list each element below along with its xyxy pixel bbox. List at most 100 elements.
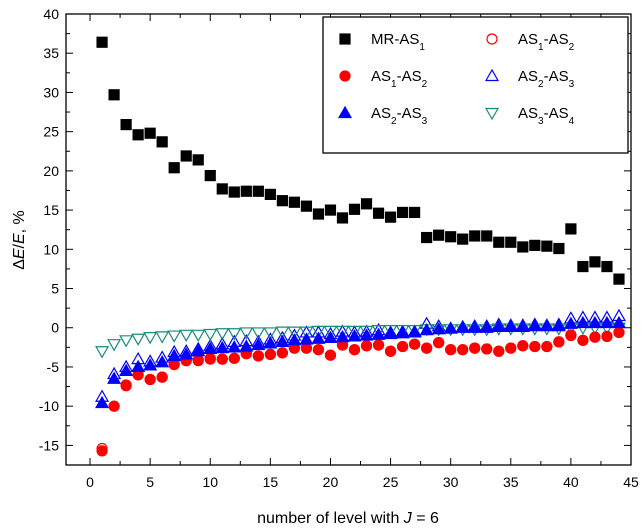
legend-label-part: AS <box>518 105 538 122</box>
data-point <box>577 260 589 273</box>
axis-title-part: Δ <box>11 259 28 270</box>
axis-title-part: J <box>403 510 413 527</box>
data-point <box>515 319 530 333</box>
data-series <box>95 36 627 457</box>
data-point <box>360 340 373 352</box>
data-point <box>263 327 278 340</box>
data-point <box>239 339 254 352</box>
data-point <box>479 320 494 333</box>
y-tick-label: 5 <box>51 281 59 297</box>
data-point <box>264 348 276 361</box>
data-point <box>275 334 290 347</box>
data-point <box>371 327 386 340</box>
data-point <box>565 223 577 235</box>
data-point <box>553 336 565 348</box>
legend-label-subscript: 3 <box>538 116 544 127</box>
data-point <box>455 320 470 333</box>
data-point <box>372 207 385 219</box>
data-point <box>275 326 290 339</box>
x-tick-label: 35 <box>503 474 519 490</box>
data-point <box>347 329 362 342</box>
legend-label: MR-AS1 <box>371 31 425 53</box>
data-point <box>481 343 493 355</box>
data-point <box>421 342 433 354</box>
data-point <box>287 333 302 346</box>
data-point <box>395 326 410 339</box>
data-point <box>156 371 168 383</box>
data-point <box>587 315 602 329</box>
data-point <box>108 400 120 412</box>
axis-title-part: number of level with <box>257 510 404 527</box>
data-point <box>469 230 481 242</box>
data-point <box>192 354 204 366</box>
data-point <box>167 330 182 343</box>
legend: MR-AS1AS1-AS2AS2-AS3AS1-AS2AS2-AS3AS3-AS… <box>322 16 629 154</box>
series-0 <box>96 36 625 285</box>
data-point <box>96 445 108 457</box>
data-point <box>168 162 180 174</box>
legend-label-part: -AS <box>544 105 569 122</box>
legend-label-part: MR-AS <box>371 31 419 48</box>
y-tick-label: -5 <box>47 359 60 375</box>
y-tick-label: 10 <box>43 241 59 257</box>
data-point <box>252 185 264 197</box>
legend-marker <box>484 107 500 121</box>
legend-label-subscript: 2 <box>538 79 544 90</box>
data-point <box>359 328 374 341</box>
legend-marker <box>484 68 500 82</box>
data-point <box>143 332 158 345</box>
data-point <box>539 318 554 332</box>
legend-label-subscript: 4 <box>569 116 575 127</box>
data-point <box>371 324 386 338</box>
legend-label-part: -AS <box>544 31 569 48</box>
series-2 <box>95 315 627 409</box>
data-point <box>541 340 553 353</box>
x-tick-label: 5 <box>146 474 154 490</box>
data-point <box>311 331 326 344</box>
y-tick-label: 25 <box>43 124 59 140</box>
data-point <box>264 188 276 200</box>
data-point <box>216 353 228 365</box>
data-point <box>155 331 170 344</box>
data-point <box>179 329 194 343</box>
legend-label-part: -AS <box>544 68 569 85</box>
x-tick-label: 40 <box>563 474 579 490</box>
data-point <box>613 273 625 285</box>
legend-label: AS2-AS3 <box>518 68 575 90</box>
data-point <box>108 89 120 101</box>
data-point <box>239 327 254 340</box>
legend-label-part: AS <box>518 31 538 48</box>
data-point <box>469 342 481 354</box>
data-point <box>409 338 421 350</box>
legend-box <box>322 16 629 154</box>
legend-marker <box>337 105 353 119</box>
data-point <box>433 337 445 349</box>
data-point <box>311 325 326 339</box>
legend-label-subscript: 2 <box>422 79 428 90</box>
legend-label-part: -AS <box>397 68 422 85</box>
data-point <box>383 324 398 338</box>
data-point <box>443 321 458 334</box>
data-point <box>360 198 373 210</box>
data-point <box>132 129 144 141</box>
legend-label-subscript: 1 <box>419 42 425 53</box>
legend-label-part: AS <box>371 105 391 122</box>
axis-title-part: E <box>11 248 28 259</box>
axis-ticks: 0 5 10 15 20 25 30 35 40 45 -15 -10 -5 0 5 10 15 20 25 30 35… <box>39 6 639 490</box>
data-point <box>324 349 337 361</box>
data-point <box>599 315 614 329</box>
data-point <box>529 239 541 251</box>
legend-label-subscript: 1 <box>538 42 544 53</box>
data-point <box>144 127 156 139</box>
series-1 <box>96 326 625 457</box>
data-point <box>191 329 206 343</box>
data-point <box>577 334 589 346</box>
data-point <box>312 208 325 220</box>
data-point <box>180 150 192 162</box>
legend-label-subscript: 2 <box>569 42 575 53</box>
data-point <box>589 256 601 268</box>
data-point <box>407 325 422 338</box>
data-point <box>445 231 457 243</box>
data-point <box>120 379 132 391</box>
data-point <box>445 344 457 356</box>
